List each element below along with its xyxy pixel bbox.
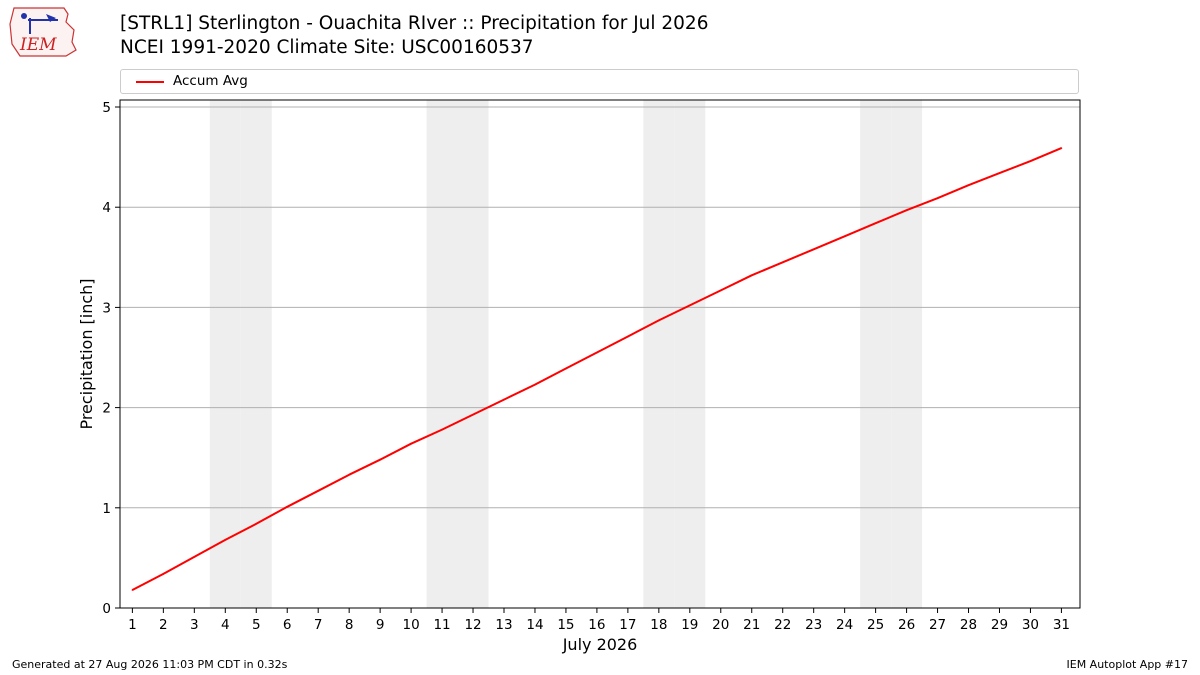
weekend-band-day-19 [674, 100, 706, 608]
tick-label-x-7: 7 [314, 617, 323, 633]
data-point-day-8 [348, 473, 350, 476]
weekend-band-day-11 [426, 100, 458, 608]
data-point-day-24 [843, 235, 846, 238]
data-point-day-3 [193, 556, 196, 558]
tick-label-x-24: 24 [836, 617, 853, 633]
chart-title: [STRL1] Sterlington - Ouachita RIver :: … [120, 13, 709, 34]
data-point-day-29 [998, 172, 1001, 174]
tick-label-x-29: 29 [991, 617, 1008, 633]
data-point-day-16 [596, 351, 598, 354]
data-point-day-13 [503, 398, 505, 401]
chart-legend: Accum Avg [120, 69, 1079, 94]
tick-label-x-5: 5 [252, 617, 261, 633]
data-point-day-5 [255, 523, 258, 525]
weekend-band-day-26 [891, 100, 923, 608]
data-point-day-1 [131, 589, 134, 591]
data-point-day-9 [379, 458, 381, 461]
tick-label-x-20: 20 [712, 617, 729, 633]
data-point-day-14 [534, 383, 536, 386]
tick-label-x-19: 19 [681, 617, 698, 633]
tick-label-x-30: 30 [1022, 617, 1039, 633]
tick-label-x-23: 23 [805, 617, 822, 633]
tick-label-x-13: 13 [495, 617, 512, 633]
footer-app: IEM Autoplot App #17 [1066, 658, 1189, 671]
weekend-band-day-25 [860, 100, 892, 608]
tick-label-x-10: 10 [403, 617, 420, 633]
data-point-day-17 [627, 335, 629, 338]
tick-label-x-27: 27 [929, 617, 946, 633]
tick-label-x-31: 31 [1053, 617, 1070, 633]
tick-label-x-4: 4 [221, 617, 230, 633]
data-point-day-21 [750, 274, 753, 277]
tick-label-x-16: 16 [588, 617, 605, 633]
tick-label-x-6: 6 [283, 617, 292, 633]
y-axis-title: Precipitation [inch] [77, 278, 96, 429]
svg-text:IEM: IEM [19, 35, 57, 55]
tick-label-x-3: 3 [190, 617, 199, 633]
footer-generated: Generated at 27 Aug 2026 11:03 PM CDT in… [12, 658, 288, 671]
tick-label-x-18: 18 [650, 617, 667, 633]
x-axis-title: July 2026 [562, 635, 638, 654]
data-point-day-27 [936, 197, 939, 199]
legend-swatch-accum-avg [136, 81, 164, 83]
data-point-day-26 [905, 209, 908, 212]
data-point-day-28 [967, 184, 970, 186]
tick-label-x-26: 26 [898, 617, 915, 633]
data-point-day-10 [410, 442, 412, 445]
tick-label-y-4: 4 [102, 200, 111, 216]
tick-label-y-2: 2 [102, 401, 111, 417]
tick-label-x-2: 2 [159, 617, 168, 633]
data-point-day-7 [317, 489, 319, 492]
tick-label-y-1: 1 [102, 501, 111, 517]
tick-label-x-12: 12 [464, 617, 481, 633]
data-point-day-19 [689, 304, 691, 307]
weekend-band-day-12 [457, 100, 489, 608]
weekend-band-day-18 [643, 100, 675, 608]
data-point-day-12 [472, 413, 474, 416]
weekend-band-day-5 [240, 100, 272, 608]
weekend-band-day-4 [209, 100, 241, 608]
data-point-day-18 [658, 319, 660, 322]
data-point-day-22 [781, 261, 784, 264]
tick-label-x-17: 17 [619, 617, 636, 633]
tick-label-x-1: 1 [128, 617, 137, 633]
tick-label-y-5: 5 [102, 100, 111, 116]
tick-label-y-0: 0 [102, 601, 111, 617]
data-point-day-31 [1060, 147, 1063, 149]
data-point-day-30 [1029, 160, 1032, 162]
data-point-day-11 [441, 428, 443, 431]
tick-label-x-15: 15 [557, 617, 574, 633]
data-point-day-15 [565, 367, 567, 370]
tick-label-y-3: 3 [102, 300, 111, 316]
plot-frame [119, 99, 1081, 609]
tick-label-x-21: 21 [743, 617, 760, 633]
legend-label-accum-avg: Accum Avg [173, 73, 248, 89]
data-point-day-20 [719, 289, 722, 292]
tick-label-x-22: 22 [774, 617, 791, 633]
data-point-day-23 [812, 248, 815, 251]
data-point-day-4 [224, 539, 227, 541]
tick-label-x-28: 28 [960, 617, 977, 633]
tick-label-x-25: 25 [867, 617, 884, 633]
tick-label-x-9: 9 [376, 617, 385, 633]
tick-label-x-11: 11 [433, 617, 450, 633]
data-point-day-2 [162, 573, 165, 575]
tick-label-x-8: 8 [345, 617, 354, 633]
iem-logo: IEM [9, 7, 77, 57]
chart-subtitle: NCEI 1991-2020 Climate Site: USC00160537 [120, 37, 534, 58]
data-point-day-6 [286, 506, 289, 508]
tick-label-x-14: 14 [526, 617, 543, 633]
data-point-day-25 [874, 222, 877, 225]
